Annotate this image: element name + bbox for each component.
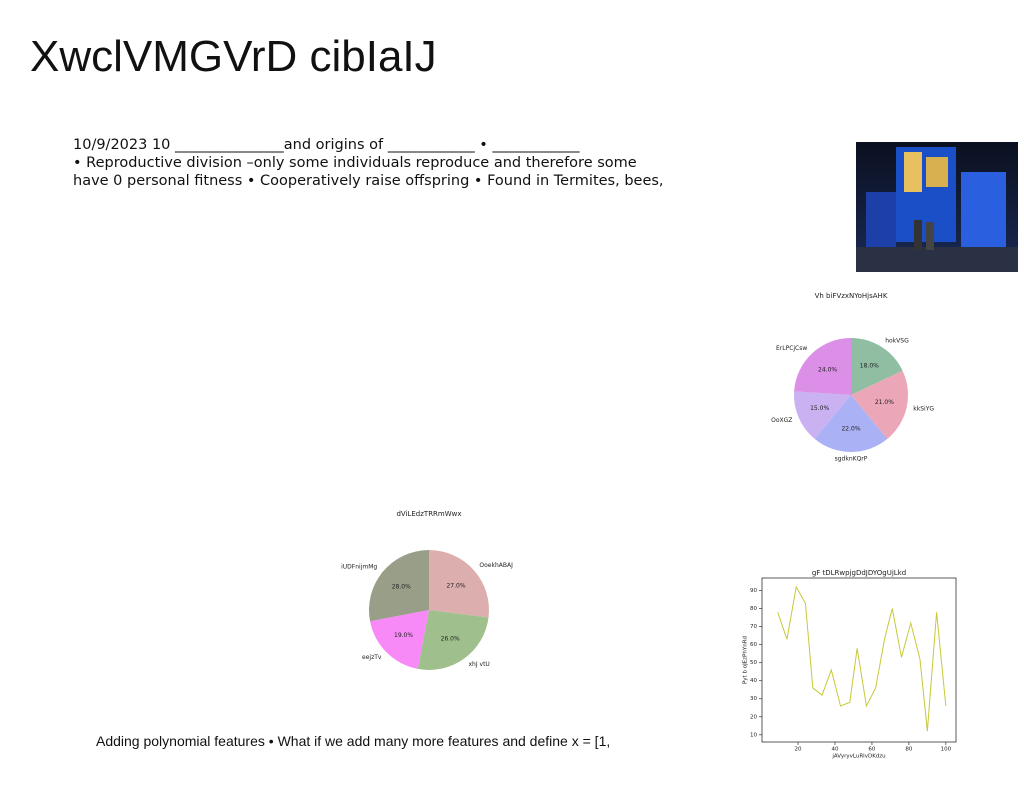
body-line: have 0 personal fitness • Cooperatively … bbox=[73, 173, 664, 189]
x-tick-label: 100 bbox=[941, 747, 952, 753]
slice-label: kkSiYG bbox=[913, 405, 934, 412]
slice-label: OoekhABAJ bbox=[479, 562, 513, 569]
y-tick-label: 30 bbox=[750, 696, 757, 702]
footer-text: Adding polynomial features • What if we … bbox=[96, 733, 611, 749]
slice-percent: 15.0% bbox=[810, 405, 829, 412]
pie-slice bbox=[794, 338, 851, 395]
photo bbox=[856, 142, 1018, 272]
y-tick-label: 80 bbox=[750, 606, 757, 612]
pie-slice bbox=[370, 610, 429, 669]
y-tick-label: 60 bbox=[750, 642, 757, 648]
y-tick-label: 20 bbox=[750, 714, 757, 720]
pie-slice bbox=[794, 391, 851, 439]
body-line: 10/9/2023 10 _______________and origins … bbox=[73, 137, 580, 153]
pie-slice bbox=[369, 550, 429, 622]
x-tick-label: 20 bbox=[795, 747, 802, 753]
slice-percent: 21.0% bbox=[875, 399, 894, 406]
pie-slice bbox=[814, 395, 888, 453]
y-tick-label: 40 bbox=[750, 678, 757, 684]
pie-slice bbox=[429, 550, 489, 618]
chart-title: gF tDLRwpjgDdJDYOgUjLkd bbox=[812, 569, 906, 577]
x-tick-label: 40 bbox=[831, 747, 838, 753]
y-tick-label: 70 bbox=[750, 624, 757, 630]
pie-slice bbox=[851, 338, 903, 395]
y-tick-label: 90 bbox=[750, 588, 757, 594]
slide-title: XwclVMGVrD cibIaIJ bbox=[30, 32, 437, 81]
pie-slice bbox=[417, 610, 489, 670]
slice-label: eejzTv bbox=[362, 654, 382, 661]
slice-label: iUDFnijmMg bbox=[341, 564, 377, 571]
body-text: 10/9/2023 10 _______________and origins … bbox=[73, 136, 664, 190]
y-tick-label: 50 bbox=[750, 660, 757, 666]
slice-label: sgdknKQrP bbox=[835, 455, 868, 462]
y-tick-label: 10 bbox=[750, 732, 757, 738]
x-axis-label: jAVyryvLuRlvDKdzu bbox=[831, 754, 885, 760]
slice-label: hokVSG bbox=[885, 338, 909, 345]
y-axis-label: Pyt b oJEzPhYnRd bbox=[743, 636, 749, 684]
slice-percent: 18.0% bbox=[860, 363, 879, 370]
x-tick-label: 60 bbox=[868, 747, 875, 753]
slice-percent: 19.0% bbox=[394, 632, 413, 639]
slice-percent: 22.0% bbox=[841, 426, 860, 433]
chart-title: Vh biFVzxNYoHjsAHK bbox=[815, 292, 888, 300]
x-tick-label: 80 bbox=[905, 747, 912, 753]
plot-frame bbox=[761, 577, 957, 743]
slice-percent: 26.0% bbox=[441, 636, 460, 643]
pie-slice bbox=[851, 370, 908, 439]
slice-percent: 24.0% bbox=[818, 367, 837, 374]
chart-title: dViLEdzTRRmWwx bbox=[396, 510, 461, 518]
slice-label: OoXGZ bbox=[771, 417, 792, 424]
slice-percent: 27.0% bbox=[446, 583, 465, 590]
slice-percent: 28.0% bbox=[392, 584, 411, 591]
data-line bbox=[777, 585, 947, 732]
slice-label: xhJ vtU bbox=[468, 661, 489, 668]
body-line: • Reproductive division –only some indiv… bbox=[73, 155, 637, 171]
slice-label: ErLPCjCsw bbox=[776, 345, 807, 352]
